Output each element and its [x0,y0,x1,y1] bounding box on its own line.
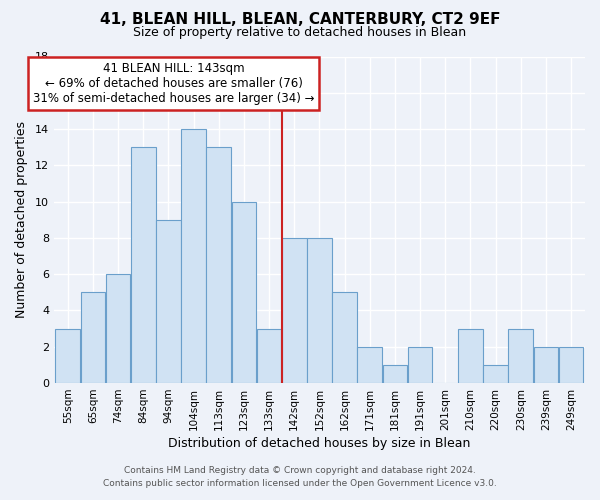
Bar [358,347,382,383]
X-axis label: Distribution of detached houses by size in Blean: Distribution of detached houses by size … [168,437,470,450]
Bar [307,238,332,383]
Bar [257,328,281,383]
Bar [206,147,231,383]
Text: 41 BLEAN HILL: 143sqm
← 69% of detached houses are smaller (76)
31% of semi-deta: 41 BLEAN HILL: 143sqm ← 69% of detached … [33,62,314,105]
Bar [181,129,206,383]
Bar [559,347,583,383]
Text: Size of property relative to detached houses in Blean: Size of property relative to detached ho… [133,26,467,39]
Bar [156,220,181,383]
Bar [408,347,433,383]
Bar [282,238,307,383]
Bar [458,328,483,383]
Bar [232,202,256,383]
Text: 41, BLEAN HILL, BLEAN, CANTERBURY, CT2 9EF: 41, BLEAN HILL, BLEAN, CANTERBURY, CT2 9… [100,12,500,28]
Bar [533,347,559,383]
Bar [484,365,508,383]
Bar [80,292,105,383]
Bar [383,365,407,383]
Y-axis label: Number of detached properties: Number of detached properties [15,122,28,318]
Bar [106,274,130,383]
Bar [55,328,80,383]
Bar [332,292,357,383]
Text: Contains HM Land Registry data © Crown copyright and database right 2024.
Contai: Contains HM Land Registry data © Crown c… [103,466,497,487]
Bar [508,328,533,383]
Bar [131,147,155,383]
